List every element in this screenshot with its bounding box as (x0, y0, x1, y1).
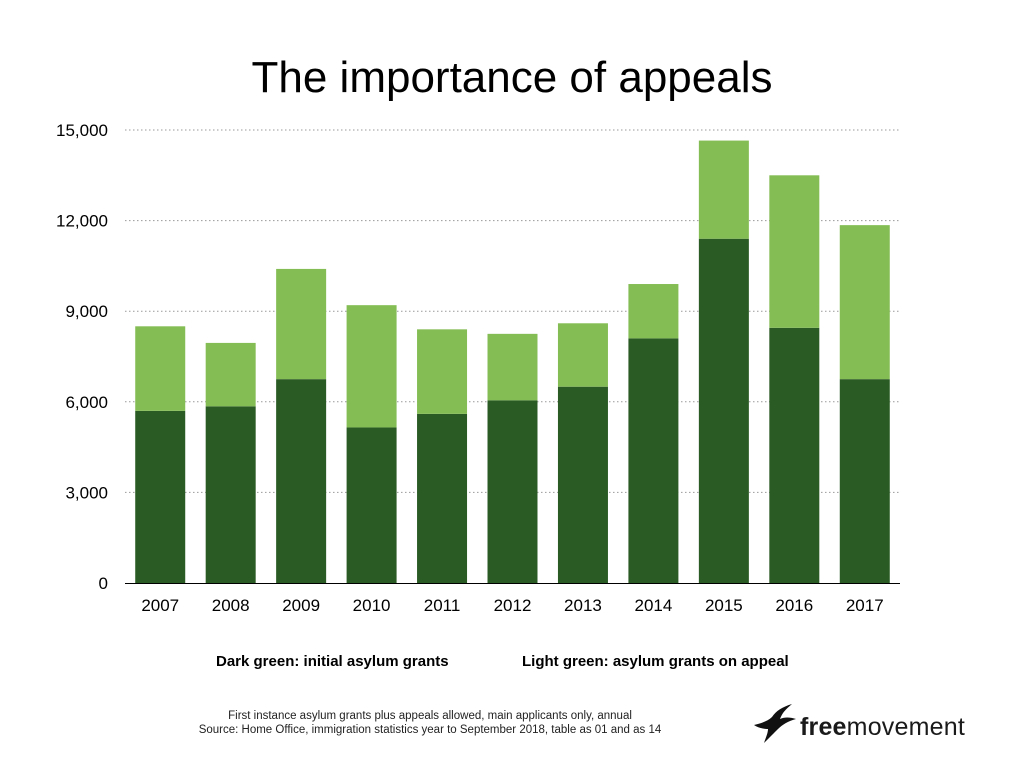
bar-appeal-grants (135, 326, 186, 411)
freemovement-logo: freemovement (752, 703, 982, 747)
bar-initial-grants (557, 386, 608, 583)
bar-appeal-grants (557, 323, 608, 387)
bar-appeal-grants (346, 305, 397, 428)
source-note: First instance asylum grants plus appeal… (160, 709, 700, 737)
bar-appeal-grants (698, 140, 749, 239)
bar-initial-grants (698, 238, 749, 583)
x-tick-label: 2016 (775, 596, 813, 615)
bar-appeal-grants (487, 333, 538, 401)
legend-appeal-grants: Light green: asylum grants on appeal (522, 653, 789, 670)
y-tick-label: 3,000 (65, 483, 108, 502)
x-tick-label: 2017 (846, 596, 884, 615)
x-tick-label: 2014 (634, 596, 672, 615)
bar-initial-grants (628, 338, 679, 583)
bar-appeal-grants (276, 268, 327, 380)
stacked-bar-chart: 0 3,000 6,000 9,000 12,000 15,000 2007 2008 2009… (56, 121, 900, 615)
bird-icon (754, 704, 796, 743)
y-tick-label: 6,000 (65, 393, 108, 412)
bar-initial-grants (135, 410, 186, 583)
bar-initial-grants (276, 379, 327, 583)
bar-initial-grants (839, 379, 890, 583)
bar-appeal-grants (417, 329, 468, 414)
bar-initial-grants (417, 413, 468, 583)
x-tick-label: 2015 (705, 596, 743, 615)
bars (135, 140, 890, 583)
x-tick-label: 2011 (424, 596, 461, 615)
bar-appeal-grants (839, 225, 890, 380)
bar-initial-grants (205, 406, 256, 583)
y-tick-label: 9,000 (65, 302, 108, 321)
bar-initial-grants (346, 427, 397, 583)
chart-title: The importance of appeals (251, 53, 773, 102)
x-tick-label: 2009 (282, 596, 320, 615)
y-tick-label: 0 (99, 574, 108, 593)
x-tick-label: 2010 (353, 596, 391, 615)
bar-appeal-grants (628, 284, 679, 339)
logo-wordmark: freemovement (800, 713, 965, 741)
source-line-1: First instance asylum grants plus appeal… (228, 710, 632, 722)
y-tick-label: 12,000 (56, 212, 108, 231)
bar-initial-grants (769, 327, 820, 583)
x-tick-label: 2013 (564, 596, 602, 615)
source-line-2: Source: Home Office, immigration statist… (198, 724, 662, 736)
tick-labels: 0 3,000 6,000 9,000 12,000 15,000 2007 2008 2009… (56, 121, 884, 615)
y-tick-label: 15,000 (56, 121, 108, 140)
bar-appeal-grants (769, 175, 820, 328)
legend-initial-grants: Dark green: initial asylum grants (216, 653, 449, 670)
bar-initial-grants (487, 400, 538, 583)
bar-appeal-grants (205, 342, 256, 407)
x-tick-label: 2007 (141, 596, 179, 615)
x-tick-label: 2012 (494, 596, 532, 615)
x-tick-label: 2008 (212, 596, 250, 615)
